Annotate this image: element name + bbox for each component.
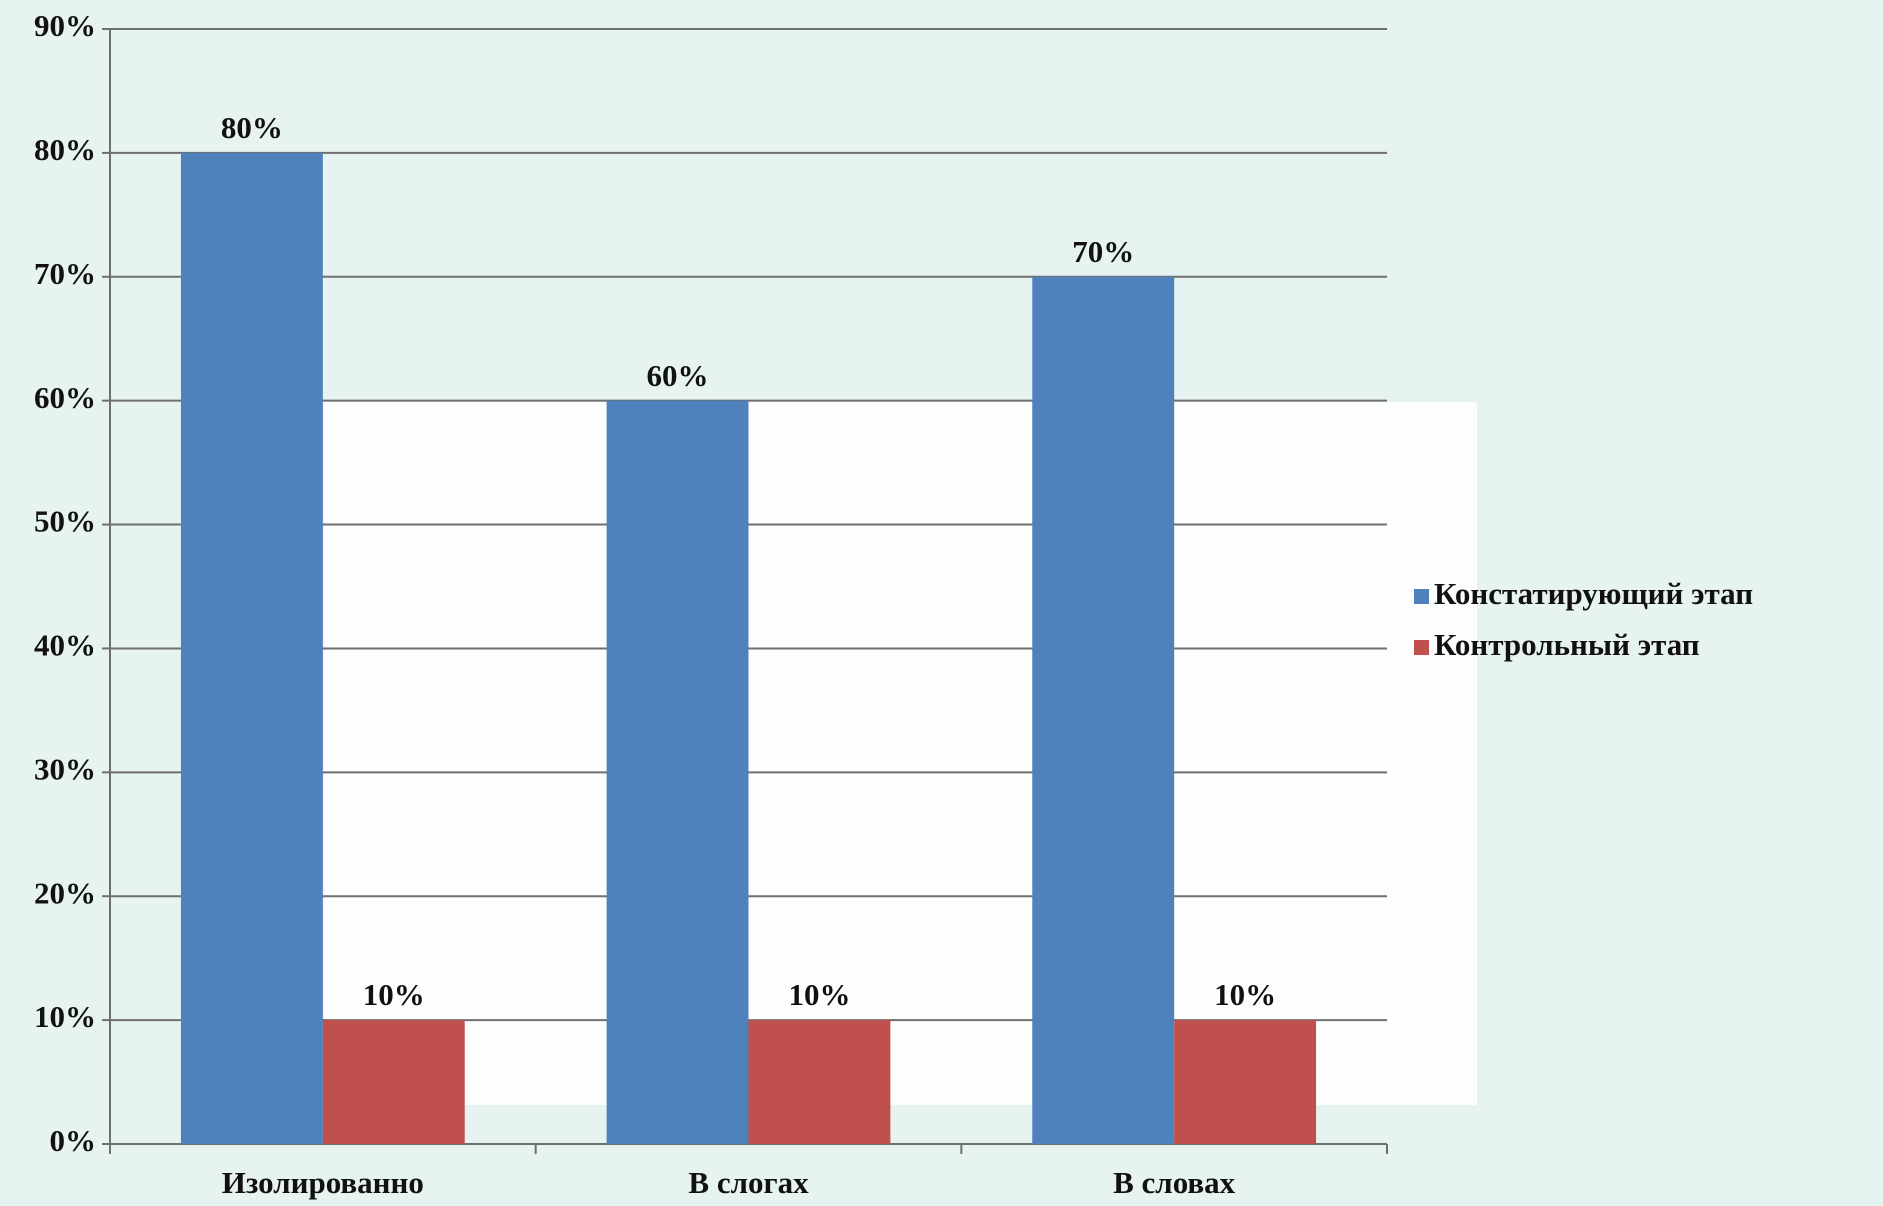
data-label: 10%	[363, 977, 425, 1012]
y-tick-label: 10%	[34, 999, 96, 1034]
data-label: 80%	[221, 110, 283, 145]
legend-swatch	[1414, 589, 1429, 604]
bar	[180, 152, 323, 1144]
y-tick-label: 20%	[34, 875, 96, 910]
legend-swatch	[1414, 640, 1429, 655]
y-tick-label: 80%	[34, 132, 96, 167]
bar	[322, 1020, 465, 1144]
y-tick-label: 90%	[34, 8, 96, 43]
y-tick-label: 60%	[34, 380, 96, 415]
y-tick-label: 70%	[34, 256, 96, 291]
legend-label: Констатирующий этап	[1434, 576, 1753, 611]
data-label: 10%	[1214, 977, 1276, 1012]
y-tick-label: 40%	[34, 628, 96, 663]
y-tick-label: 0%	[50, 1123, 97, 1158]
bar	[606, 400, 749, 1145]
y-tick-label: 50%	[34, 504, 96, 539]
bar	[1174, 1020, 1317, 1144]
x-tick-label: Изолированно	[222, 1165, 424, 1200]
bar	[1032, 276, 1175, 1144]
data-label: 70%	[1072, 234, 1134, 269]
background-panel	[324, 402, 1477, 1105]
data-label: 10%	[788, 977, 850, 1012]
bar	[748, 1020, 891, 1144]
data-label: 60%	[647, 358, 709, 393]
x-tick-label: В слогах	[688, 1165, 809, 1200]
legend-label: Контрольный этап	[1434, 627, 1700, 662]
y-tick-label: 30%	[34, 751, 96, 786]
x-tick-label: В словах	[1113, 1165, 1236, 1200]
